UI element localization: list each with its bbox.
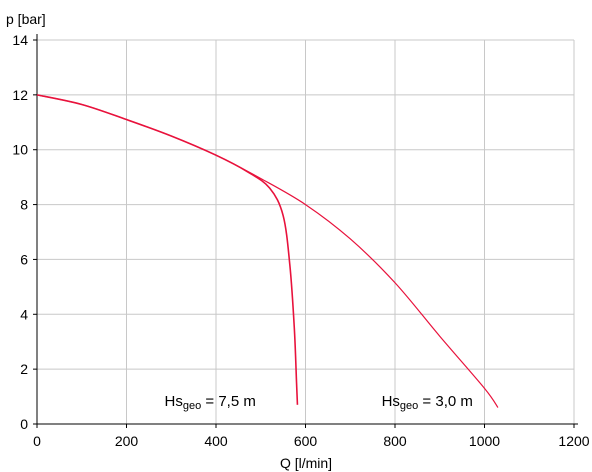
axes (33, 34, 578, 428)
x-tick-label: 600 (294, 433, 318, 449)
y-tick-label: 12 (12, 87, 28, 103)
x-tick-label: 800 (383, 433, 407, 449)
pump-curve-line (36, 94, 299, 405)
y-axis-label: p [bar] (6, 11, 46, 27)
x-tick-label: 200 (115, 433, 139, 449)
grid (37, 39, 575, 424)
y-tick-label: 2 (20, 361, 28, 377)
curves (36, 94, 499, 408)
x-tick-label: 1200 (558, 433, 589, 449)
annotations: Hsgeo = 7,5 m Hsgeo = 3,0 m (165, 393, 473, 412)
curve-annotation: Hsgeo = 7,5 m (165, 393, 256, 412)
curve-annotation: Hsgeo = 3,0 m (382, 393, 473, 412)
pump-curve-line (36, 94, 499, 408)
y-tick-label: 4 (20, 306, 28, 322)
y-tick-label: 10 (12, 142, 28, 158)
y-tick-label: 14 (12, 32, 28, 48)
tick-labels: 0 200 400 600 800 1000 1200 0 2 4 6 8 10 12 14 (12, 32, 589, 449)
x-axis-label: Q [l/min] (280, 455, 332, 471)
x-tick-label: 1000 (469, 433, 500, 449)
y-tick-label: 6 (20, 251, 28, 267)
y-tick-label: 0 (20, 416, 28, 432)
y-tick-label: 8 (20, 197, 28, 213)
x-tick-label: 0 (33, 433, 41, 449)
x-tick-label: 400 (204, 433, 228, 449)
